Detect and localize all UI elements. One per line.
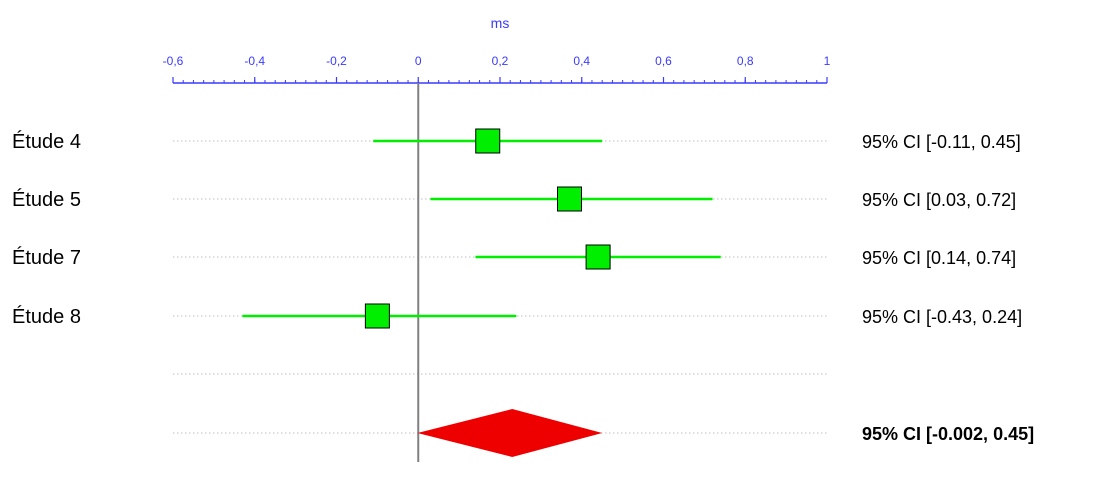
tick-label: 1: [824, 54, 831, 68]
study-label: Étude 7: [12, 246, 81, 269]
tick-label: -0,4: [244, 54, 265, 68]
axis-title: ms: [491, 15, 510, 31]
ci-label: 95% CI [-0.43, 0.24]: [862, 307, 1022, 327]
study-label: Étude 5: [12, 188, 81, 211]
study-row: Étude 5 95% CI [0.03, 0.72]: [12, 186, 1016, 212]
tick-label: 0: [415, 54, 422, 68]
tick-label: 0,2: [492, 54, 509, 68]
study-rows: Étude 4 95% CI [-0.11, 0.45] Étude 5 95% CI…: [12, 83, 1022, 462]
tick-label: 0,4: [573, 54, 590, 68]
study-row: Étude 7 95% CI [0.14, 0.74]: [12, 244, 1016, 270]
summary-diamond: [417, 409, 603, 457]
x-axis: -0,6 -0,4 -0,2 0 0,2 0,4 0,6 0,8 1: [163, 54, 831, 84]
ci-label: 95% CI [0.03, 0.72]: [862, 190, 1016, 210]
tick-label: -0,6: [163, 54, 184, 68]
study-row: Étude 8 95% CI [-0.43, 0.24]: [12, 303, 1022, 329]
summary-row: 95% CI [-0.002, 0.45]: [417, 409, 1034, 457]
estimate-marker: [556, 186, 582, 212]
study-label: Étude 8: [12, 305, 81, 328]
tick-label: 0,6: [655, 54, 672, 68]
tick-label: -0,2: [326, 54, 347, 68]
tick-label: 0,8: [737, 54, 754, 68]
study-row: Étude 4 95% CI [-0.11, 0.45]: [12, 128, 1021, 154]
summary-ci-label: 95% CI [-0.002, 0.45]: [862, 424, 1034, 444]
estimate-marker: [475, 128, 501, 154]
estimate-marker: [364, 303, 390, 329]
estimate-marker: [585, 244, 611, 270]
study-label: Étude 4: [12, 130, 81, 153]
ci-label: 95% CI [0.14, 0.74]: [862, 248, 1016, 268]
ci-label: 95% CI [-0.11, 0.45]: [862, 132, 1021, 152]
